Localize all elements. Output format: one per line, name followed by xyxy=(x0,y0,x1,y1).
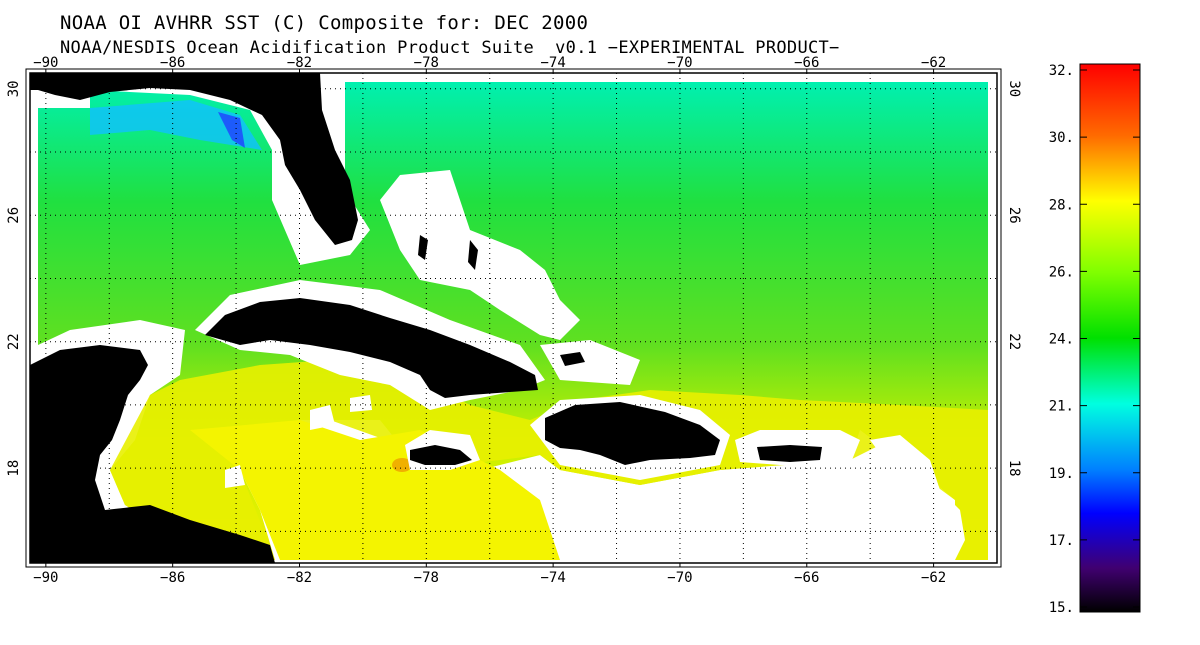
colorbar xyxy=(1079,63,1141,613)
lon-tick-label: −66 xyxy=(794,55,819,71)
lon-tick-label: −82 xyxy=(287,570,312,586)
colorbar-label: 28. xyxy=(1049,197,1074,213)
lat-ticks-right: 30 26 22 18 xyxy=(1006,80,1022,476)
land-cuba xyxy=(205,298,538,398)
lon-tick-label: −86 xyxy=(160,55,185,71)
lon-tick-label: −70 xyxy=(667,570,692,586)
colorbar-label: 21. xyxy=(1049,399,1074,415)
lon-tick-label: −78 xyxy=(414,55,439,71)
colorbar-label: 24. xyxy=(1049,332,1074,348)
lon-tick-label: −74 xyxy=(540,55,565,71)
land-bahamas-1 xyxy=(418,235,428,260)
lon-tick-label: −78 xyxy=(414,570,439,586)
lat-ticks-left: 30 26 22 18 xyxy=(6,80,22,476)
lon-tick-label: −74 xyxy=(540,570,565,586)
lat-tick-label-right: 18 xyxy=(1006,460,1022,477)
land-jamaica xyxy=(410,445,472,465)
map-plot-area xyxy=(30,73,997,563)
map-title: NOAA OI AVHRR SST (C) Composite for: DEC… xyxy=(60,12,589,34)
land-puerto-rico xyxy=(757,445,822,462)
lon-tick-label: −62 xyxy=(921,570,946,586)
colorbar-label: 30. xyxy=(1049,130,1074,146)
lon-tick-label: −70 xyxy=(667,55,692,71)
lat-tick-label-left: 22 xyxy=(6,333,22,350)
map-grid xyxy=(30,73,997,563)
lon-tick-label: −66 xyxy=(794,570,819,586)
land-masses xyxy=(30,73,822,563)
lon-tick-label: −90 xyxy=(33,55,58,71)
sst-coldest-patch xyxy=(218,112,245,148)
lat-tick-label-right: 26 xyxy=(1006,207,1022,224)
map-outer-frame xyxy=(25,68,1002,568)
lat-tick-label-left: 18 xyxy=(6,460,22,477)
colorbar-label: 17. xyxy=(1049,533,1074,549)
lat-tick-label-left: 30 xyxy=(6,80,22,97)
lat-tick-label-right: 22 xyxy=(1006,333,1022,350)
sst-hot-spot xyxy=(392,458,412,472)
lon-tick-label: −90 xyxy=(33,570,58,586)
land-turks xyxy=(560,352,585,366)
lat-tick-label-left: 26 xyxy=(6,207,22,224)
colorbar-label: 15. xyxy=(1049,600,1074,616)
lon-tick-label: −62 xyxy=(921,55,946,71)
lon-tick-label: −82 xyxy=(287,55,312,71)
land-yucatan xyxy=(30,345,275,563)
land-hispaniola xyxy=(545,402,720,465)
map-subtitle: NOAA/NESDIS Ocean Acidification Product … xyxy=(60,38,840,58)
lon-tick-label: −86 xyxy=(160,570,185,586)
map-frame xyxy=(29,72,998,564)
land-florida xyxy=(30,73,358,245)
lon-ticks-bottom: −90 −86 −82 −78 −74 −70 −66 −62 xyxy=(33,563,946,586)
colorbar-label: 32. xyxy=(1049,63,1074,79)
colorbar-labels: 32. 30. 28. 26. 24. 21. 19. 17. 15. xyxy=(1049,63,1140,616)
lon-ticks-top: −90 −86 −82 −78 −74 −70 −66 −62 xyxy=(33,55,946,73)
colorbar-label: 19. xyxy=(1049,466,1074,482)
land-bahamas-2 xyxy=(468,240,478,270)
colorbar-label: 26. xyxy=(1049,264,1074,280)
lat-tick-label-right: 30 xyxy=(1006,80,1022,97)
